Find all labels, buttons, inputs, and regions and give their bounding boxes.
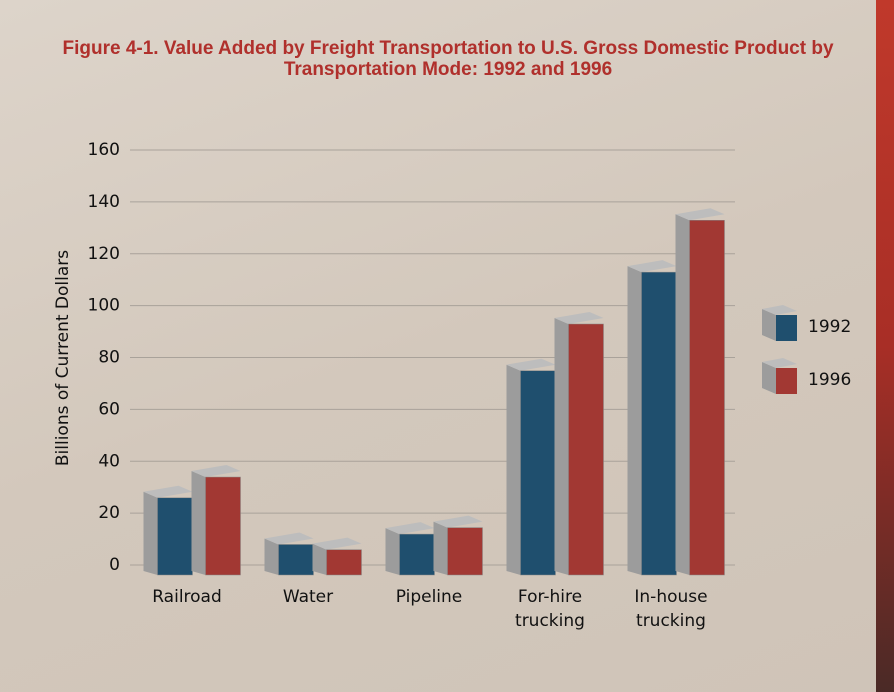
bar-side — [506, 364, 521, 575]
side-strip — [876, 0, 894, 692]
bar — [520, 370, 556, 576]
y-tick-label: 160 — [88, 140, 120, 160]
x-tick-label: In-house trucking — [634, 587, 708, 631]
bar-top — [191, 465, 241, 478]
bar-top — [312, 537, 362, 550]
y-tick-label: 100 — [88, 296, 120, 316]
bar-side — [433, 521, 448, 575]
x-tick-label: Water — [282, 587, 334, 607]
bar-side — [554, 318, 569, 575]
legend-label: 1992 — [808, 317, 851, 337]
bar-top — [143, 485, 193, 498]
y-tick-label: 140 — [88, 192, 120, 212]
bar-top — [433, 515, 483, 528]
bar-top — [506, 358, 556, 371]
bar — [278, 544, 314, 576]
bar-top — [264, 532, 314, 545]
y-tick-label: 80 — [98, 348, 120, 368]
bar — [326, 549, 362, 576]
legend-side — [762, 362, 776, 394]
bar — [447, 527, 483, 576]
bar-side — [675, 214, 690, 575]
bar — [205, 476, 241, 576]
y-tick-label: 60 — [98, 399, 120, 419]
y-tick-label: 20 — [98, 503, 120, 523]
bar-top — [627, 260, 677, 273]
bar — [689, 220, 725, 576]
bar-side — [312, 543, 327, 575]
bar-side — [264, 538, 279, 575]
y-axis-label: Billions of Current Dollars — [53, 250, 73, 466]
legend-swatch — [776, 368, 797, 394]
y-tick-label: 0 — [109, 555, 120, 575]
bar — [641, 271, 677, 576]
bar-side — [385, 528, 400, 575]
bar-top — [675, 208, 725, 221]
x-tick-label: Railroad — [152, 587, 222, 607]
bar-side — [627, 266, 642, 575]
chart: Billions of Current Dollars 0 20 40 60 80 100… — [53, 140, 851, 576]
legend-side — [762, 309, 776, 341]
chart-title: Figure 4-1. Value Added by Freight Trans… — [62, 38, 834, 80]
x-tick-label: Pipeline — [395, 587, 463, 607]
legend-swatch — [776, 315, 797, 341]
legend-top — [762, 358, 797, 368]
y-tick-label: 40 — [98, 451, 120, 471]
y-tick-label: 120 — [88, 244, 120, 264]
x-tick-label: For-hire trucking — [515, 587, 585, 631]
bar — [157, 497, 193, 576]
legend-top — [762, 305, 797, 315]
bar — [399, 533, 435, 576]
bar-side — [143, 491, 158, 575]
bar — [568, 323, 604, 576]
bar-top — [554, 312, 604, 324]
bar-side — [191, 471, 206, 575]
bar-top — [385, 522, 435, 535]
legend-label: 1996 — [808, 370, 851, 390]
